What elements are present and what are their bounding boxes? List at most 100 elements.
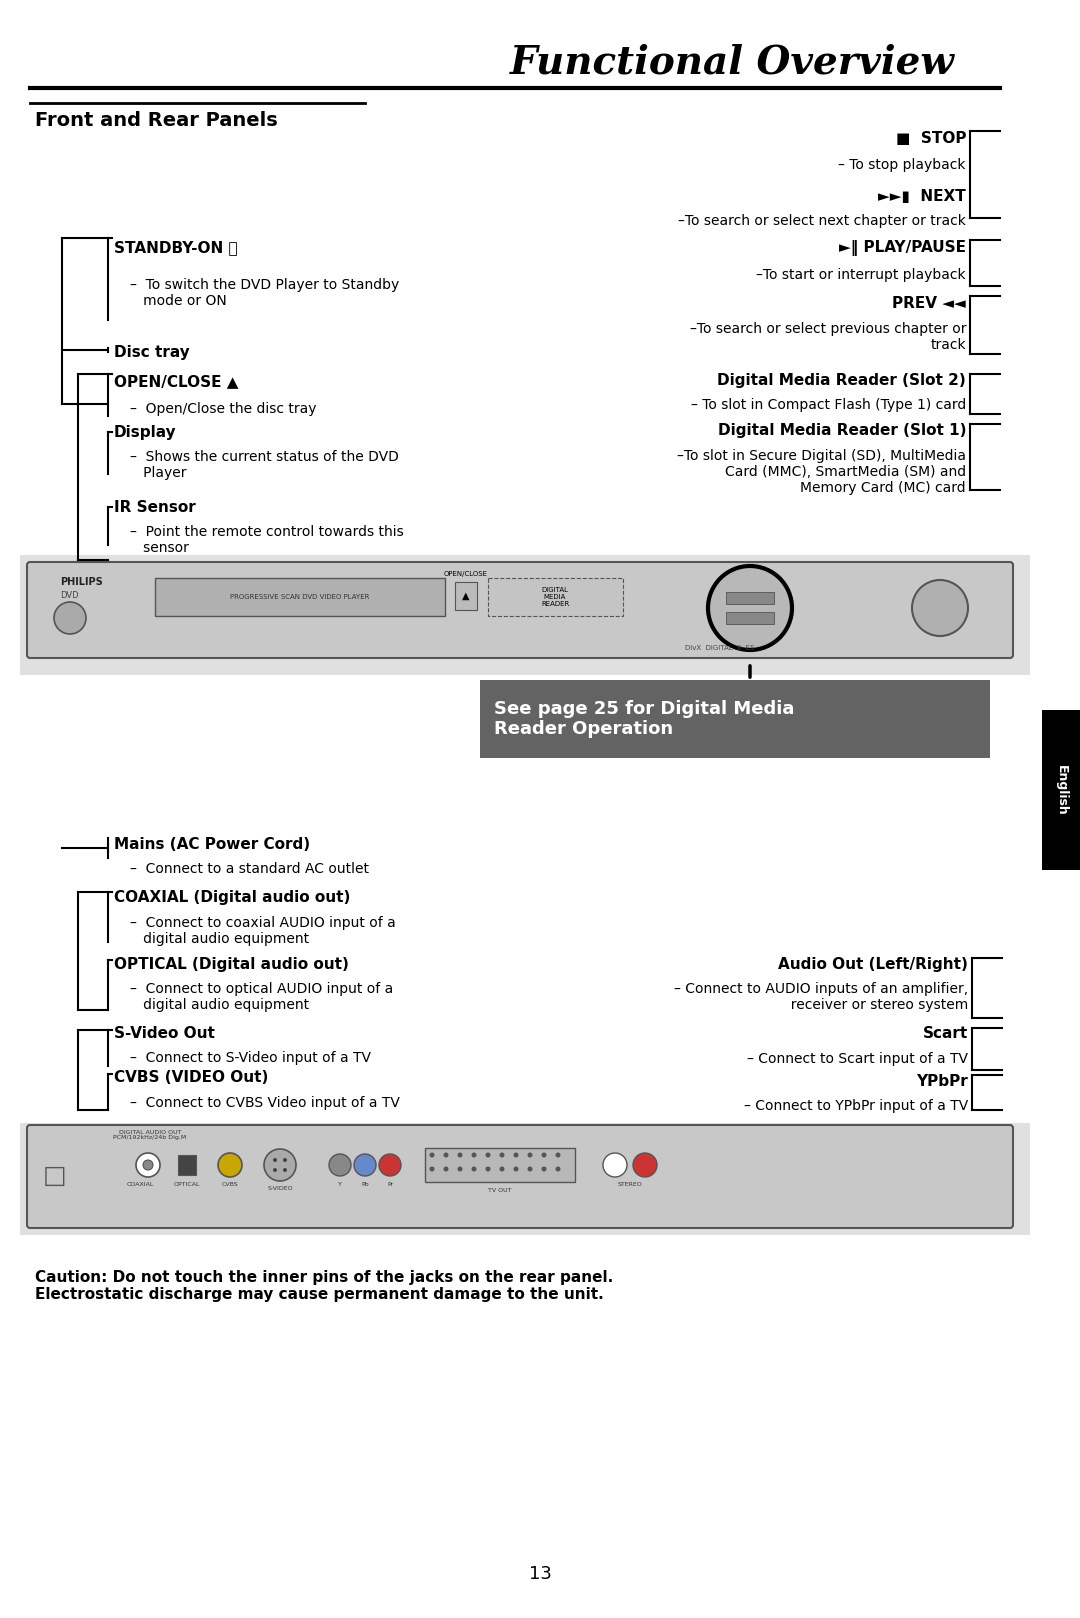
Circle shape: [486, 1152, 490, 1157]
Text: IR Sensor: IR Sensor: [114, 500, 195, 515]
Text: – To stop playback: – To stop playback: [838, 159, 966, 172]
Text: Caution: Do not touch the inner pins of the jacks on the rear panel.
Electrostat: Caution: Do not touch the inner pins of …: [35, 1270, 613, 1302]
Text: –To search or select previous chapter or: –To search or select previous chapter or: [689, 322, 966, 337]
Text: –  Point the remote control towards this: – Point the remote control towards this: [130, 524, 404, 539]
FancyBboxPatch shape: [27, 1125, 1013, 1228]
Text: digital audio equipment: digital audio equipment: [130, 932, 309, 947]
Text: –  Connect to S-Video input of a TV: – Connect to S-Video input of a TV: [130, 1052, 372, 1065]
Text: ►►▮  NEXT: ►►▮ NEXT: [878, 189, 966, 204]
Text: PHILIPS: PHILIPS: [60, 578, 103, 587]
Text: ►‖ PLAY/PAUSE: ►‖ PLAY/PAUSE: [839, 239, 966, 256]
Bar: [426, 1149, 575, 1183]
Bar: [21, 1123, 1030, 1235]
Text: ▲: ▲: [462, 591, 470, 600]
Text: track: track: [930, 338, 966, 353]
Text: mode or ON: mode or ON: [130, 294, 227, 307]
Circle shape: [136, 1154, 160, 1176]
Text: Scart: Scart: [922, 1026, 968, 1042]
Circle shape: [499, 1152, 504, 1157]
Circle shape: [273, 1168, 276, 1171]
Text: CVBS: CVBS: [221, 1183, 239, 1188]
Text: –  Connect to CVBS Video input of a TV: – Connect to CVBS Video input of a TV: [130, 1095, 400, 1110]
Bar: [488, 578, 623, 616]
Text: Functional Overview: Functional Overview: [510, 44, 955, 81]
Text: –  To switch the DVD Player to Standby: – To switch the DVD Player to Standby: [130, 278, 400, 291]
Text: S-VIDEO: S-VIDEO: [267, 1186, 293, 1191]
Bar: [455, 582, 477, 610]
Circle shape: [486, 1167, 490, 1171]
Text: CVBS (VIDEO Out): CVBS (VIDEO Out): [114, 1071, 268, 1086]
Text: COAXIAL (Digital audio out): COAXIAL (Digital audio out): [114, 890, 350, 904]
Text: Display: Display: [114, 424, 177, 440]
Text: □: □: [43, 1163, 67, 1188]
FancyBboxPatch shape: [27, 561, 1013, 659]
Circle shape: [513, 1152, 518, 1157]
Circle shape: [283, 1168, 287, 1171]
Text: PREV ◄◄: PREV ◄◄: [892, 296, 966, 311]
Text: digital audio equipment: digital audio equipment: [130, 998, 309, 1011]
Text: – Connect to AUDIO inputs of an amplifier,: – Connect to AUDIO inputs of an amplifie…: [674, 982, 968, 997]
Text: Front and Rear Panels: Front and Rear Panels: [35, 110, 278, 129]
Circle shape: [633, 1154, 657, 1176]
Text: DIGITAL
MEDIA
READER: DIGITAL MEDIA READER: [541, 587, 569, 607]
Text: –  Connect to coaxial AUDIO input of a: – Connect to coaxial AUDIO input of a: [130, 916, 395, 930]
Text: 13: 13: [528, 1565, 552, 1582]
Text: –To slot in Secure Digital (SD), MultiMedia: –To slot in Secure Digital (SD), MultiMe…: [677, 450, 966, 463]
Text: OPEN/CLOSE ▲: OPEN/CLOSE ▲: [114, 374, 239, 390]
Circle shape: [329, 1154, 351, 1176]
Text: PROGRESSIVE SCAN DVD VIDEO PLAYER: PROGRESSIVE SCAN DVD VIDEO PLAYER: [230, 594, 369, 600]
Circle shape: [458, 1152, 462, 1157]
Text: – Connect to Scart input of a TV: – Connect to Scart input of a TV: [747, 1052, 968, 1066]
Bar: [21, 555, 1030, 675]
Circle shape: [499, 1167, 504, 1171]
Text: –  Open/Close the disc tray: – Open/Close the disc tray: [130, 401, 316, 416]
Circle shape: [264, 1149, 296, 1181]
Text: sensor: sensor: [130, 540, 189, 555]
Bar: [726, 592, 774, 604]
Text: OPTICAL (Digital audio out): OPTICAL (Digital audio out): [114, 956, 349, 971]
Text: See page 25 for Digital Media
Reader Operation: See page 25 for Digital Media Reader Ope…: [494, 699, 795, 738]
Circle shape: [555, 1167, 561, 1171]
Text: Pb: Pb: [361, 1183, 368, 1188]
Text: – To slot in Compact Flash (Type 1) card: – To slot in Compact Flash (Type 1) card: [691, 398, 966, 413]
Circle shape: [218, 1154, 242, 1176]
Text: OPEN/CLOSE: OPEN/CLOSE: [444, 571, 488, 578]
Text: COAXIAL: COAXIAL: [126, 1183, 153, 1188]
Text: Memory Card (MC) card: Memory Card (MC) card: [800, 481, 966, 495]
Circle shape: [273, 1158, 276, 1162]
Text: DivX  DIGITAL  II  ES: DivX DIGITAL II ES: [686, 646, 755, 650]
Text: –  Connect to optical AUDIO input of a: – Connect to optical AUDIO input of a: [130, 982, 393, 997]
Circle shape: [143, 1160, 153, 1170]
Text: Digital Media Reader (Slot 2): Digital Media Reader (Slot 2): [717, 372, 966, 387]
Text: Player: Player: [130, 466, 187, 481]
Circle shape: [912, 579, 968, 636]
Text: – Connect to YPbPr input of a TV: – Connect to YPbPr input of a TV: [744, 1099, 968, 1113]
Circle shape: [54, 602, 86, 634]
Circle shape: [708, 566, 792, 650]
Text: Mains (AC Power Cord): Mains (AC Power Cord): [114, 837, 310, 851]
Text: TV OUT: TV OUT: [488, 1188, 512, 1192]
Text: DIGITAL AUDIO OUT
PCM/192kHz/24b Dig.M: DIGITAL AUDIO OUT PCM/192kHz/24b Dig.M: [113, 1129, 187, 1141]
Text: Pr: Pr: [387, 1183, 393, 1188]
Text: Y: Y: [338, 1183, 342, 1188]
Circle shape: [283, 1158, 287, 1162]
Circle shape: [472, 1152, 476, 1157]
Text: –  Shows the current status of the DVD: – Shows the current status of the DVD: [130, 450, 399, 464]
Circle shape: [527, 1152, 532, 1157]
Circle shape: [527, 1167, 532, 1171]
Bar: [726, 612, 774, 625]
Text: STANDBY-ON ⓘ: STANDBY-ON ⓘ: [114, 241, 238, 256]
Text: Disc tray: Disc tray: [114, 345, 190, 359]
Text: S-Video Out: S-Video Out: [114, 1026, 215, 1040]
Text: STEREO: STEREO: [618, 1183, 643, 1188]
Circle shape: [430, 1152, 434, 1157]
Bar: [156, 578, 445, 616]
Text: YPbPr: YPbPr: [916, 1073, 968, 1089]
Bar: [178, 1155, 195, 1175]
Text: –To search or select next chapter or track: –To search or select next chapter or tra…: [678, 214, 966, 228]
Circle shape: [541, 1152, 546, 1157]
Circle shape: [354, 1154, 376, 1176]
Text: Card (MMC), SmartMedia (SM) and: Card (MMC), SmartMedia (SM) and: [725, 464, 966, 479]
Circle shape: [430, 1167, 434, 1171]
Circle shape: [444, 1167, 448, 1171]
